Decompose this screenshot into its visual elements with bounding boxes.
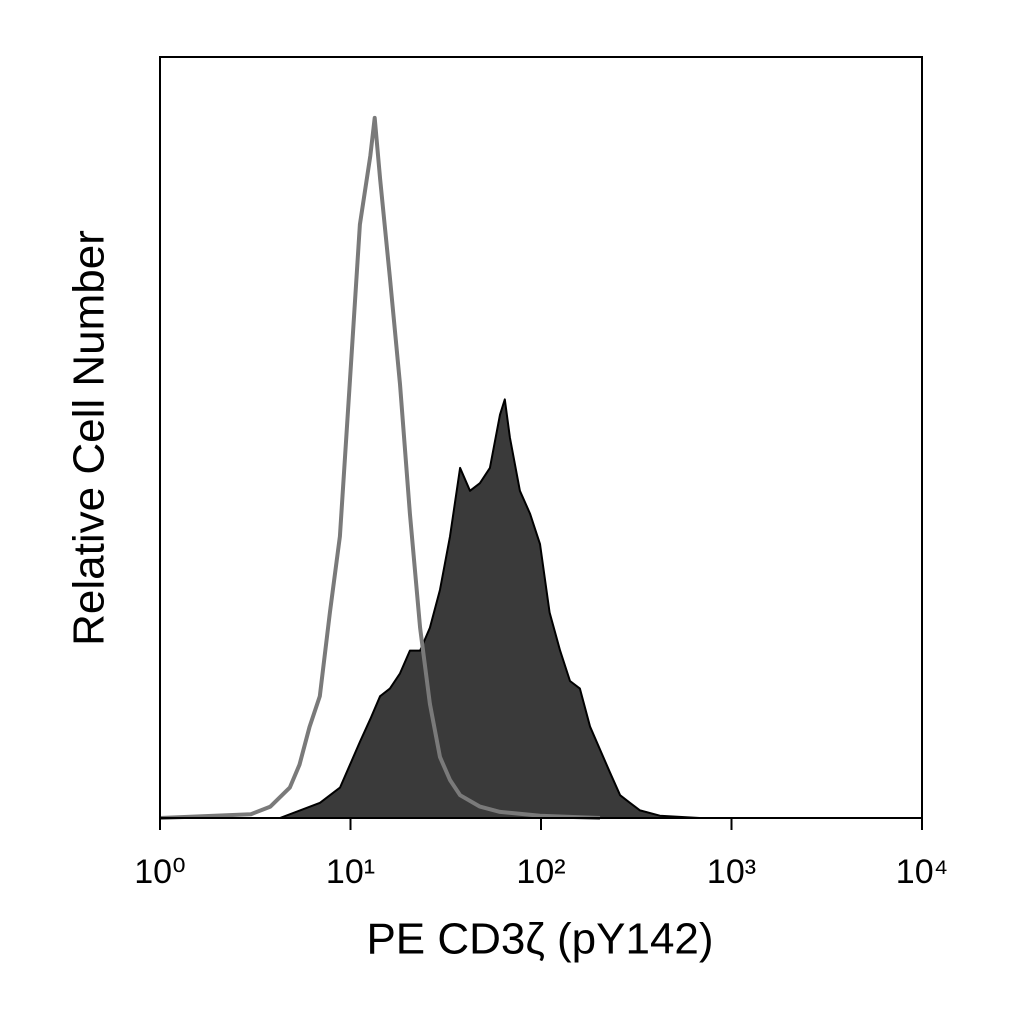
filled-histogram bbox=[278, 398, 701, 819]
x-tick-label: 10⁰ bbox=[134, 853, 185, 891]
x-tick-label: 10⁴ bbox=[896, 853, 948, 891]
x-tick-label: 10³ bbox=[707, 853, 756, 891]
x-tick-label: 10¹ bbox=[326, 853, 375, 891]
x-tick-label: 10² bbox=[516, 853, 565, 891]
histogram-line bbox=[159, 115, 601, 820]
x-axis-label: PE CD3ζ (pY142) bbox=[366, 915, 713, 964]
y-axis-label: Relative Cell Number bbox=[65, 230, 114, 646]
